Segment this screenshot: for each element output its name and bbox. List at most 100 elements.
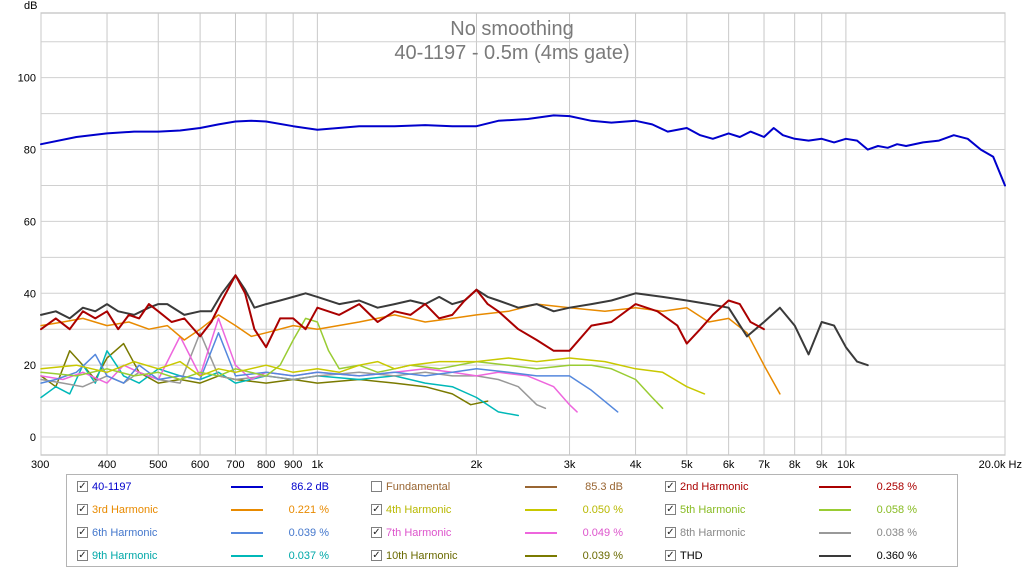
- legend-checkbox-40-1197[interactable]: ✓: [77, 481, 88, 492]
- legend-item-8th-harmonic: ✓ 8th Harmonic 0.038 %: [665, 525, 950, 541]
- x-tick-label: 900: [284, 459, 302, 471]
- x-tick-label: 2k: [471, 459, 483, 471]
- legend-value: 0.360 %: [876, 550, 917, 562]
- legend-checkbox-10th-harmonic[interactable]: ✓: [371, 550, 382, 561]
- legend-label: 10th Harmonic: [386, 550, 458, 562]
- legend-label: 4th Harmonic: [386, 504, 452, 516]
- x-tick-label: 6k: [723, 459, 735, 471]
- legend-swatch: [819, 555, 851, 557]
- legend-swatch: [231, 555, 263, 557]
- frequency-response-chart: 300 400 500 600 700 800 900 1k 2k 3k 4k 5k 6k 7k 8k 9k 1…: [18, 0, 1022, 471]
- legend-value: 0.037 %: [288, 550, 329, 562]
- x-tick-label: 300: [31, 459, 49, 471]
- grid-lines: [40, 13, 1006, 455]
- x-tick-label: 1k: [312, 459, 324, 471]
- legend-swatch: [231, 486, 263, 488]
- legend-item-7th-harmonic: ✓ 7th Harmonic 0.049 %: [371, 525, 656, 541]
- legend-label: 7th Harmonic: [386, 527, 452, 539]
- series-line-40-1197: [40, 114, 1006, 187]
- x-tick-label: 5k: [681, 459, 693, 471]
- x-tick-label: 10k: [837, 459, 855, 471]
- legend-label: 6th Harmonic: [92, 527, 158, 539]
- legend-swatch: [231, 532, 263, 534]
- legend-label: 2nd Harmonic: [680, 481, 749, 493]
- legend-swatch: [819, 509, 851, 511]
- x-tick-label: 4k: [630, 459, 642, 471]
- y-tick-label: 20: [24, 360, 36, 372]
- legend-label: THD: [680, 550, 703, 562]
- legend-value: 0.058 %: [876, 504, 917, 516]
- series-line-thd: [40, 274, 869, 367]
- legend-value: 0.038 %: [876, 527, 917, 539]
- legend-swatch: [525, 509, 557, 511]
- series-line-5th-harmonic: [40, 317, 664, 410]
- axis-ticks: 300 400 500 600 700 800 900 1k 2k 3k 4k 5k 6k 7k 8k 9k 1…: [18, 73, 1022, 471]
- legend-value: 0.039 %: [288, 527, 329, 539]
- legend-item-thd: ✓ THD 0.360 %: [665, 548, 950, 564]
- legend-panel: ✓ 40-1197 86.2 dB Fundamental 85.3 dB ✓ 2nd Ha…: [66, 474, 958, 567]
- x-tick-label: 20.0k Hz: [979, 459, 1022, 471]
- legend-checkbox-4th-harmonic[interactable]: ✓: [371, 504, 382, 515]
- legend-checkbox-8th-harmonic[interactable]: ✓: [665, 527, 676, 538]
- x-tick-label: 400: [98, 459, 116, 471]
- legend-value: 0.221 %: [288, 504, 329, 516]
- x-tick-label: 9k: [816, 459, 828, 471]
- chart-title: No smoothing: [450, 18, 573, 40]
- legend-value: 0.039 %: [582, 550, 623, 562]
- series-line-4th-harmonic: [40, 357, 706, 395]
- legend-checkbox-thd[interactable]: ✓: [665, 550, 676, 561]
- legend-swatch: [231, 509, 263, 511]
- legend-value: 0.258 %: [876, 481, 917, 493]
- legend-item-2nd-harmonic: ✓ 2nd Harmonic 0.258 %: [665, 479, 950, 495]
- legend-item-10th-harmonic: ✓ 10th Harmonic 0.039 %: [371, 548, 656, 564]
- legend-value: 0.049 %: [582, 527, 623, 539]
- y-tick-label: 0: [30, 432, 36, 444]
- x-tick-label: 500: [149, 459, 167, 471]
- legend-swatch: [525, 555, 557, 557]
- x-tick-label: 8k: [789, 459, 801, 471]
- legend-label: 8th Harmonic: [680, 527, 746, 539]
- legend-label: 3rd Harmonic: [92, 504, 159, 516]
- series-line-9th-harmonic: [40, 350, 520, 417]
- legend-item-fundamental: Fundamental 85.3 dB: [371, 479, 656, 495]
- legend-checkbox-2nd-harmonic[interactable]: ✓: [665, 481, 676, 492]
- y-axis-label: dB: [24, 0, 37, 12]
- legend-checkbox-6th-harmonic[interactable]: ✓: [77, 527, 88, 538]
- legend-item-6th-harmonic: ✓ 6th Harmonic 0.039 %: [77, 525, 362, 541]
- x-tick-label: 700: [226, 459, 244, 471]
- legend-item-3rd-harmonic: ✓ 3rd Harmonic 0.221 %: [77, 502, 362, 518]
- y-tick-label: 100: [18, 73, 36, 85]
- series-group: [40, 114, 1006, 417]
- plot-area: [40, 12, 1006, 456]
- legend-checkbox-3rd-harmonic[interactable]: ✓: [77, 504, 88, 515]
- legend-item-9th-harmonic: ✓ 9th Harmonic 0.037 %: [77, 548, 362, 564]
- legend-checkbox-5th-harmonic[interactable]: ✓: [665, 504, 676, 515]
- legend-item-40-1197: ✓ 40-1197 86.2 dB: [77, 479, 362, 495]
- legend-item-5th-harmonic: ✓ 5th Harmonic 0.058 %: [665, 502, 950, 518]
- legend-value: 86.2 dB: [291, 481, 329, 493]
- chart-subtitle: 40-1197 - 0.5m (4ms gate): [394, 42, 629, 64]
- legend-swatch: [819, 532, 851, 534]
- legend-label: Fundamental: [386, 481, 451, 493]
- y-tick-label: 80: [24, 145, 36, 157]
- legend-label: 5th Harmonic: [680, 504, 746, 516]
- legend-swatch: [525, 532, 557, 534]
- legend-label: 9th Harmonic: [92, 550, 158, 562]
- x-tick-label: 800: [257, 459, 275, 471]
- legend-label: 40-1197: [92, 481, 132, 493]
- series-line-2nd-harmonic: [40, 274, 765, 352]
- x-tick-label: 7k: [758, 459, 770, 471]
- legend-item-4th-harmonic: ✓ 4th Harmonic 0.050 %: [371, 502, 656, 518]
- legend-value: 0.050 %: [582, 504, 623, 516]
- x-tick-label: 3k: [564, 459, 576, 471]
- y-tick-label: 60: [24, 216, 36, 228]
- series-line-6th-harmonic: [40, 332, 619, 413]
- legend-checkbox-fundamental[interactable]: [371, 481, 382, 492]
- legend-value: 85.3 dB: [585, 481, 623, 493]
- legend-swatch: [525, 486, 557, 488]
- legend-checkbox-9th-harmonic[interactable]: ✓: [77, 550, 88, 561]
- y-tick-label: 40: [24, 288, 36, 300]
- legend-checkbox-7th-harmonic[interactable]: ✓: [371, 527, 382, 538]
- x-tick-label: 600: [191, 459, 209, 471]
- series-line-3rd-harmonic: [40, 303, 781, 395]
